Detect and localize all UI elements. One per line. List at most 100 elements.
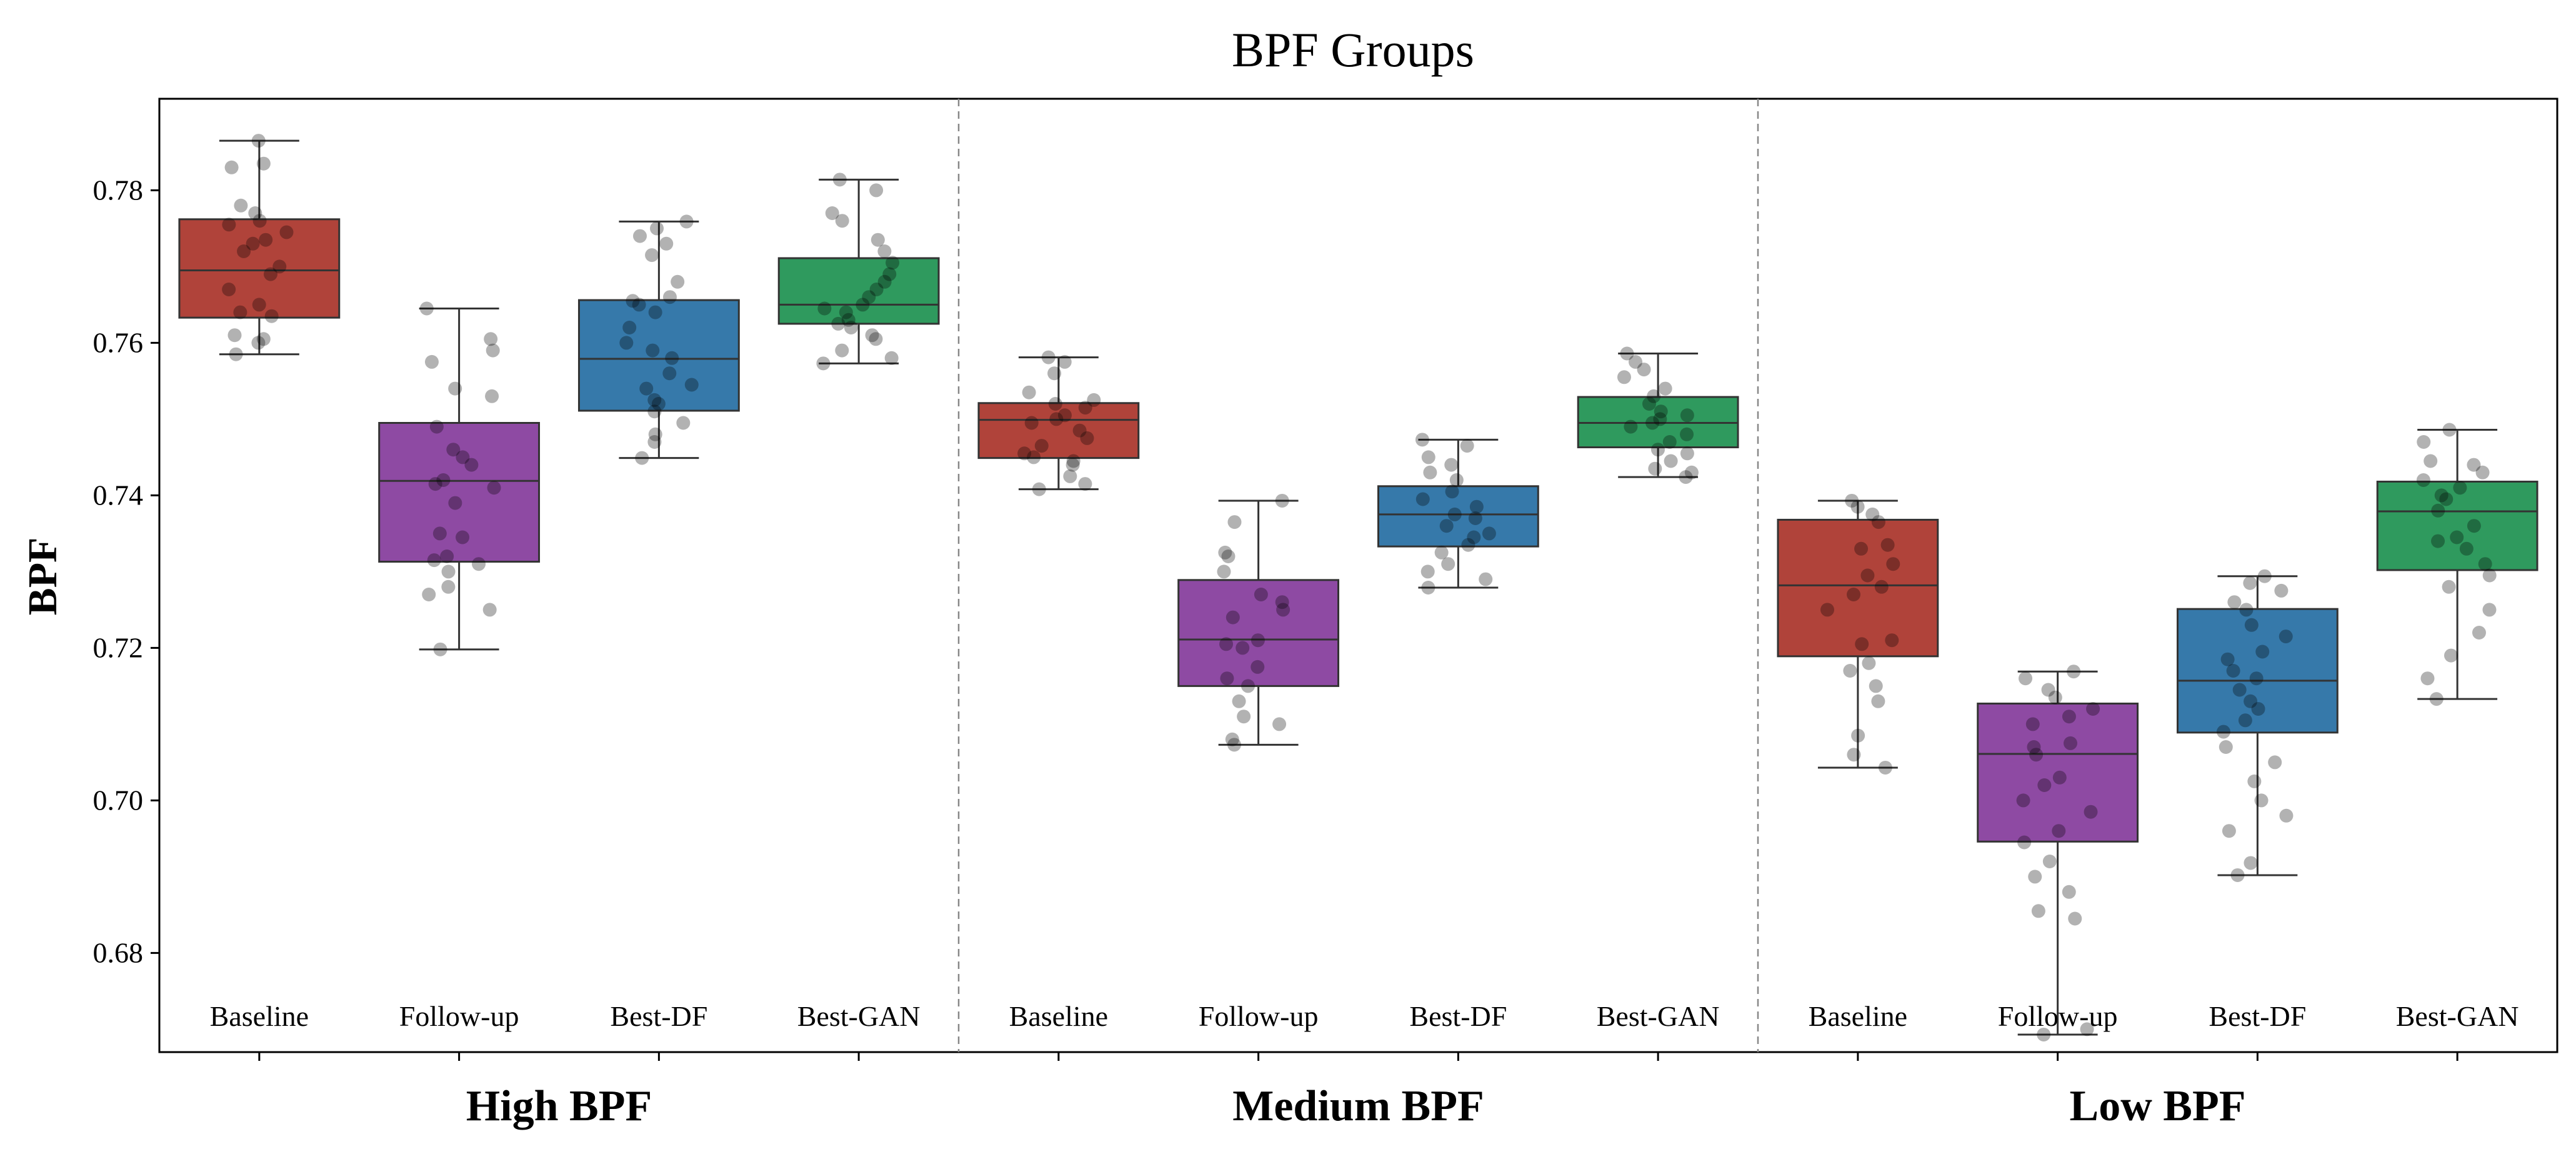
data-point xyxy=(1460,439,1474,453)
data-point xyxy=(456,530,470,544)
data-point xyxy=(1862,656,1876,670)
data-point xyxy=(2482,603,2497,617)
data-point xyxy=(259,233,273,247)
data-point xyxy=(835,343,849,358)
box-iqr xyxy=(1177,579,1340,687)
data-point xyxy=(856,298,870,312)
data-point xyxy=(650,221,664,236)
data-point xyxy=(1664,454,1678,468)
data-point xyxy=(1017,446,1032,461)
data-point xyxy=(448,496,462,510)
data-point xyxy=(1820,603,1835,617)
data-point xyxy=(2222,824,2236,838)
data-point xyxy=(2431,534,2445,548)
box-best-gan xyxy=(1577,346,1739,484)
data-point xyxy=(2431,503,2445,518)
box-iqr xyxy=(777,257,940,325)
data-point xyxy=(2279,630,2293,644)
data-point xyxy=(646,343,660,358)
data-point xyxy=(2086,702,2100,716)
data-point xyxy=(2442,579,2456,594)
data-point xyxy=(1423,465,1437,479)
data-point xyxy=(1420,564,1435,579)
data-point xyxy=(2029,748,2044,762)
data-point xyxy=(2239,603,2254,617)
group-label: Low BPF xyxy=(2070,1082,2246,1130)
data-point xyxy=(424,354,439,369)
data-point xyxy=(647,435,662,449)
data-point xyxy=(428,477,442,491)
data-point xyxy=(1227,515,1242,529)
data-point xyxy=(2063,736,2077,750)
data-point xyxy=(1421,581,1435,595)
data-point xyxy=(2247,774,2262,788)
data-point xyxy=(886,256,900,270)
data-point xyxy=(1217,564,1231,579)
data-point xyxy=(2068,911,2082,926)
data-point xyxy=(2244,856,2258,870)
data-point xyxy=(835,214,849,228)
box-iqr xyxy=(1777,518,1939,658)
data-point xyxy=(2255,645,2270,659)
data-point xyxy=(2478,557,2492,571)
data-point xyxy=(246,236,260,251)
data-point xyxy=(1254,588,1268,601)
data-point xyxy=(2417,435,2431,449)
data-point xyxy=(2254,793,2269,808)
box-iqr xyxy=(577,299,740,412)
data-point xyxy=(651,397,666,411)
data-point xyxy=(1024,416,1039,430)
data-point xyxy=(1629,354,1643,369)
box-iqr xyxy=(378,422,541,563)
data-point xyxy=(877,274,892,289)
box-best-gan xyxy=(2376,423,2539,706)
data-point xyxy=(1869,679,1883,693)
data-point xyxy=(429,419,444,434)
data-point xyxy=(626,294,640,308)
data-point xyxy=(264,309,279,323)
y-tick-label: 0.78 xyxy=(93,174,144,206)
data-point xyxy=(2251,702,2265,716)
data-point xyxy=(1680,446,1694,461)
data-point xyxy=(2052,770,2067,785)
data-point xyxy=(2274,583,2289,598)
data-point xyxy=(234,198,248,213)
data-point xyxy=(252,298,266,312)
data-point xyxy=(2244,694,2258,708)
data-point xyxy=(632,298,646,312)
data-point xyxy=(1087,393,1101,407)
data-point xyxy=(482,603,497,617)
data-point xyxy=(1057,408,1072,423)
data-point xyxy=(2232,683,2247,697)
data-point xyxy=(229,347,243,361)
data-point xyxy=(2028,870,2042,884)
box-best-df xyxy=(2176,569,2339,882)
data-point xyxy=(1845,493,1859,508)
data-point xyxy=(1218,545,1232,559)
data-point xyxy=(1032,482,1046,496)
x-category-label: Baseline xyxy=(1809,1000,1907,1032)
data-point xyxy=(227,328,242,343)
data-point xyxy=(1047,366,1062,381)
data-point xyxy=(1444,458,1459,472)
data-point xyxy=(1221,549,1236,563)
y-tick-label: 0.68 xyxy=(93,936,144,968)
data-point xyxy=(1684,465,1699,479)
data-point xyxy=(279,225,294,239)
data-point xyxy=(472,557,486,571)
data-point xyxy=(639,381,654,396)
x-category-label: Best-GAN xyxy=(1597,1000,1720,1032)
y-tick-label: 0.74 xyxy=(93,479,144,511)
data-point xyxy=(648,427,662,441)
data-point xyxy=(1439,519,1454,533)
data-point xyxy=(2257,569,2272,583)
data-point xyxy=(1237,710,1251,724)
data-point xyxy=(2268,755,2282,770)
data-point xyxy=(1048,397,1062,411)
data-point xyxy=(2475,465,2490,479)
data-point xyxy=(1846,588,1860,601)
box-iqr xyxy=(1977,702,2139,843)
data-point xyxy=(1227,738,1242,752)
data-point xyxy=(2467,519,2481,533)
